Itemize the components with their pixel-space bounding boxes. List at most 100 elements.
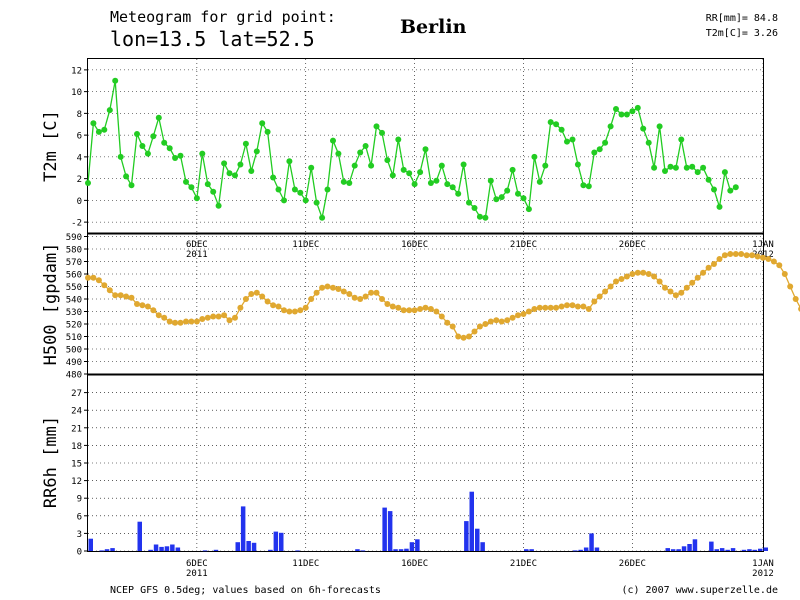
data-point [204,314,211,321]
data-point [455,333,462,340]
y-tick-label: 10 [71,88,82,98]
data-point [400,307,407,314]
data-point [547,304,554,311]
data-point [596,146,603,153]
data-point [161,139,168,146]
data-point [291,186,298,193]
data-point [297,189,304,196]
data-point [662,284,668,291]
precip-bar [578,549,583,551]
data-point [444,181,451,188]
precip-bar [676,549,681,551]
precip-bar [709,541,714,551]
data-point [493,317,500,324]
data-point [580,182,587,189]
data-point [482,321,489,327]
y-tick-label: 580 [66,246,82,256]
data-point [607,123,614,130]
data-point [297,307,304,314]
precip-bar [393,549,398,551]
precip-bar [110,548,115,551]
footer-source: NCEP GFS 0.5deg; values based on 6h-fore… [110,585,381,596]
precip-bar [763,547,768,551]
data-point [313,199,320,206]
title-line1: Meteogram for grid point: [110,8,336,26]
data-point [117,292,124,299]
data-point [362,143,369,149]
data-point [90,274,97,281]
y-tick-label: 570 [66,258,82,268]
data-point [400,166,407,173]
precip-bar [730,548,736,551]
data-point [689,279,696,286]
precip-bar [240,506,246,551]
data-point [90,120,97,127]
footer-copyright: (c) 2007 www.superzelle.de [621,585,778,596]
data-point [112,77,119,84]
data-point [232,314,238,321]
data-point [259,120,266,127]
data-point [368,289,375,296]
data-point [618,111,625,118]
data-point [242,296,249,302]
data-point [210,188,217,195]
grid-lines [84,59,764,552]
precip-bar [681,546,687,551]
precip-bar [687,544,692,551]
data-point [248,168,255,174]
data-point [585,306,592,312]
precip-bar [670,549,676,551]
data-point [221,312,228,319]
precip-bar [153,544,159,551]
data-point [711,186,717,193]
data-point [770,258,777,265]
data-point [711,261,717,267]
data-point [471,205,478,211]
data-point [193,195,200,202]
data-point [574,161,581,168]
data-point [564,138,570,145]
data-point [525,206,532,213]
data-point [536,304,543,311]
data-point [188,184,195,191]
data-point [275,186,282,193]
data-point [237,161,244,168]
data-point [613,278,619,285]
data-point [422,304,429,311]
data-point [542,162,549,169]
data-point [509,314,516,321]
data-point [302,197,309,204]
data-point [651,164,658,171]
y-tick-label: 480 [66,371,82,381]
data-point [308,296,315,302]
tick-labels: 6DEC20116DEC201111DEC11DEC16DEC16DEC21DE… [66,66,774,579]
data-point [487,318,494,325]
data-point [95,128,102,135]
series-line [88,253,800,339]
data-point [618,276,625,282]
title-line2: lon=13.5 lat=52.5 [110,27,315,51]
precip-bar [480,542,485,551]
y-tick-label: 2 [77,175,82,185]
data-point [607,283,614,290]
precip-bar [279,532,284,551]
y-tick-label: 4 [77,153,82,163]
precip-bar [529,549,534,551]
precip-bar [725,549,730,551]
data-point [155,114,162,121]
data-point [493,196,500,203]
data-point [395,136,402,143]
data-point [613,106,619,112]
precip-bar [295,550,300,552]
precip-bar [246,541,251,551]
data-point [210,313,217,320]
data-point [204,181,211,188]
data-point [721,169,728,176]
y-tick-label: 24 [71,407,82,417]
precip-bar [137,521,142,551]
data-point [460,161,467,168]
data-point [542,304,549,311]
data-point [85,274,91,281]
data-point [335,286,342,292]
